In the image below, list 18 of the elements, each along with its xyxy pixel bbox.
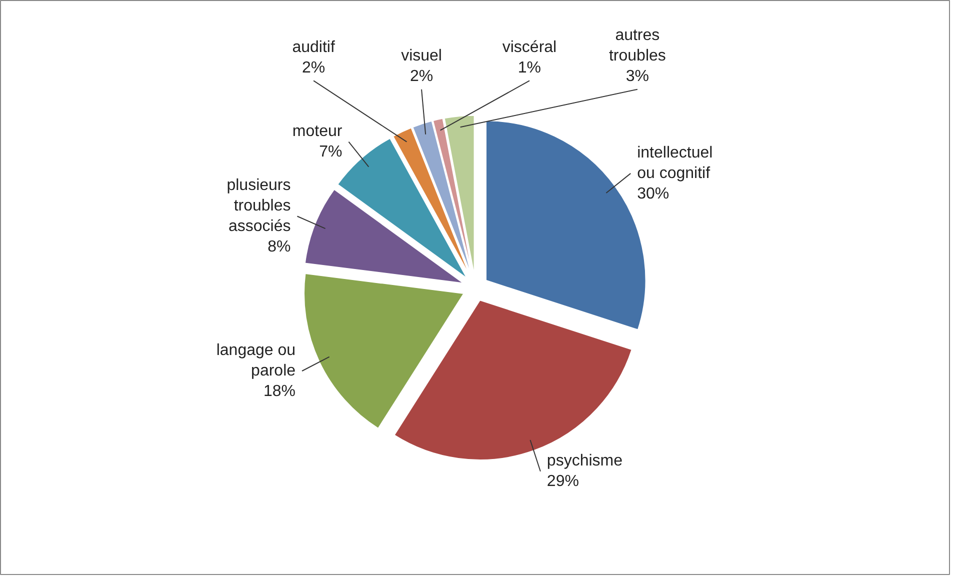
data-label: 18% [264, 382, 296, 400]
slice-label: visuel [401, 48, 442, 65]
data-label: 7% [319, 143, 342, 160]
slice-label: langage ou parole [216, 342, 296, 380]
data-label: 3% [626, 68, 649, 86]
slice-label: plusieurs troubles associés [226, 177, 291, 235]
data-label: 2% [302, 59, 326, 76]
data-label: 30% [637, 185, 670, 202]
slice-label: auditif [292, 39, 336, 56]
slice-label: autres troubles [608, 27, 666, 65]
slice-label: intellectuel ou cognitif [637, 144, 713, 182]
data-label: 2% [410, 68, 434, 86]
data-label: 29% [546, 473, 579, 490]
data-label: 1% [518, 59, 542, 76]
slice-label: moteur [292, 123, 343, 140]
data-label: 8% [268, 238, 291, 256]
slice-label: psychisme [546, 452, 623, 470]
slice-label: viscéral [502, 39, 557, 56]
